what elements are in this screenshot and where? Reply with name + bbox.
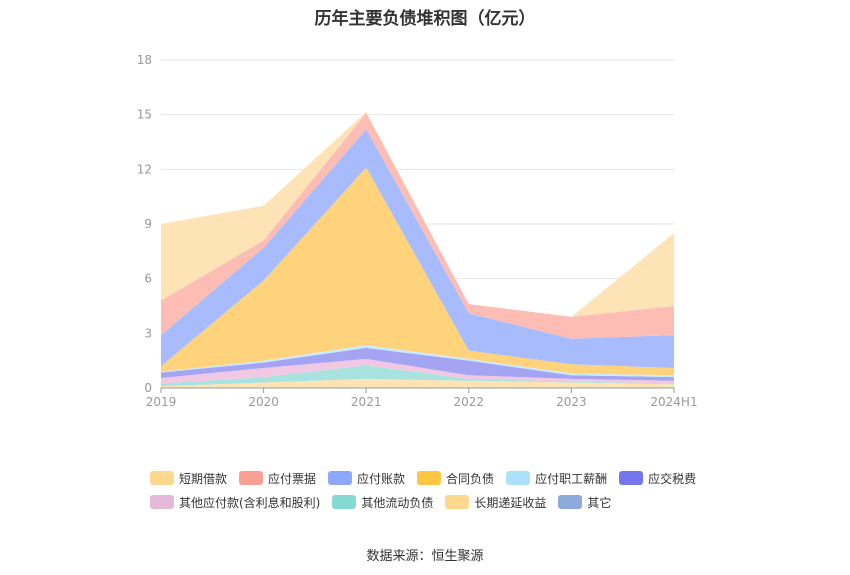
x-tick-label: 2021 — [351, 395, 382, 409]
legend-label: 其他流动负债 — [361, 495, 434, 510]
axes: 0 3 6 9 12 15 18 2019 2020 2021 2022 2023 2024H1 — [137, 53, 698, 409]
legend-label: 短期借款 — [179, 471, 228, 486]
legend-swatch — [417, 471, 442, 485]
legend-item[interactable]: 合同负债 — [417, 470, 494, 486]
legend-label: 应付职工薪酬 — [535, 471, 608, 486]
y-tick-label: 0 — [144, 381, 152, 395]
x-tick-label: 2022 — [454, 395, 485, 409]
area-series-8 — [161, 111, 674, 317]
y-tick-label: 9 — [144, 217, 152, 231]
legend-swatch — [328, 471, 353, 485]
legend-swatch — [239, 471, 264, 485]
legend-item[interactable]: 其他流动负债 — [332, 494, 433, 510]
legend-swatch — [619, 471, 644, 485]
legend-label: 长期递延收益 — [474, 495, 547, 510]
x-tick-label: 2020 — [248, 395, 279, 409]
legend-item[interactable]: 应交税费 — [619, 470, 696, 486]
legend-item[interactable]: 其它 — [558, 494, 611, 510]
area-series-2 — [161, 358, 674, 384]
legend-label: 合同负债 — [446, 471, 495, 486]
y-tick-label: 6 — [144, 272, 152, 286]
legend-label: 其他应付款(含利息和股利) — [179, 495, 321, 510]
area-series-group — [161, 111, 674, 388]
y-tick-label: 3 — [144, 326, 152, 340]
legend-swatch — [445, 495, 470, 509]
legend-swatch — [150, 471, 174, 485]
legend-item[interactable]: 短期借款 — [150, 470, 227, 486]
y-tick-label: 12 — [137, 162, 152, 176]
legend-item[interactable]: 长期递延收益 — [445, 494, 546, 510]
x-tick-label: 2023 — [556, 395, 587, 409]
legend-item[interactable]: 应付票据 — [239, 470, 316, 486]
x-tick-label: 2019 — [146, 395, 177, 409]
legend-item[interactable]: 应付职工薪酬 — [506, 470, 607, 486]
legend-swatch — [558, 495, 583, 509]
area-series-7 — [161, 112, 674, 339]
stacked-area-chart: 0 3 6 9 12 15 18 2019 2020 2021 2022 2023 2024H1 — [137, 53, 698, 409]
area-series-1 — [161, 365, 674, 387]
data-source-note: 数据来源：恒生聚源 — [366, 549, 484, 564]
legend-label: 其它 — [587, 495, 612, 510]
area-series-6 — [161, 129, 674, 368]
y-tick-label: 18 — [137, 53, 152, 67]
legend-label: 应交税费 — [648, 471, 697, 486]
legend-swatch — [332, 495, 357, 509]
legend-item[interactable]: 其他应付款(含利息和股利) — [150, 494, 320, 510]
area-series-3 — [161, 347, 674, 381]
legend-item[interactable]: 应付账款 — [328, 470, 405, 486]
legend-label: 应付票据 — [268, 471, 317, 486]
area-series-5 — [161, 167, 674, 376]
chart-title: 历年主要负债堆积图（亿元） — [314, 9, 536, 29]
area-series-4 — [161, 345, 674, 378]
y-tick-label: 15 — [137, 108, 152, 122]
x-tick-label: 2024H1 — [650, 395, 697, 409]
legend-swatch — [150, 495, 174, 509]
area-series-0 — [161, 378, 674, 388]
chart-legend: 短期借款 应付票据 应付账款 合同负债 应付职工薪酬 应交税费其他应付款(含利息和股利) 其… — [150, 470, 710, 510]
legend-swatch — [506, 471, 531, 485]
legend-label: 应付账款 — [357, 471, 406, 486]
